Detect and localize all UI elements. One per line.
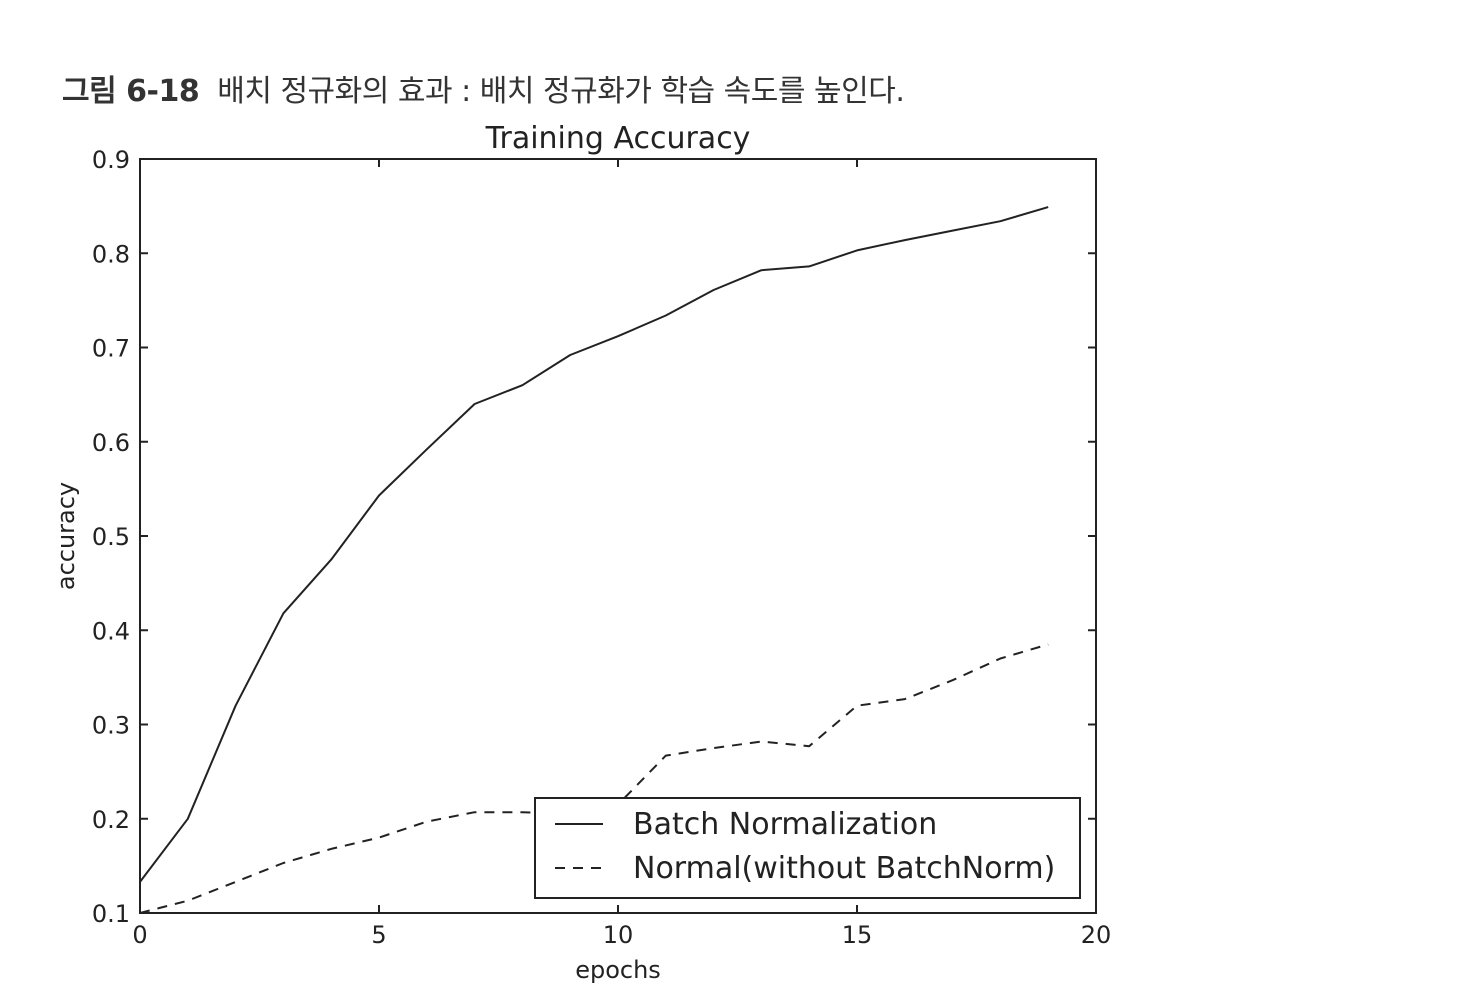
- y-tick-label: 0.5: [92, 523, 130, 551]
- y-tick-label: 0.1: [92, 900, 130, 928]
- y-axis: 0.1 0.2 0.3 0.4 0.5 0.6 0.7 0.8 0.9: [92, 146, 1096, 928]
- x-tick-label: 10: [603, 921, 634, 949]
- y-tick-label: 0.6: [92, 429, 130, 457]
- y-tick-label: 0.8: [92, 240, 130, 268]
- legend: Batch Normalization Normal(without Batch…: [534, 797, 1081, 899]
- y-tick-label: 0.7: [92, 335, 130, 363]
- y-tick-label: 0.3: [92, 712, 130, 740]
- x-tick-label: 20: [1081, 921, 1112, 949]
- y-tick-label: 0.9: [92, 146, 130, 174]
- x-tick-label: 0: [132, 921, 147, 949]
- y-tick-label: 0.4: [92, 617, 130, 645]
- chart-title: Training Accuracy: [485, 121, 751, 156]
- figure-caption: 그림 6-18 배치 정규화의 효과 : 배치 정규화가 학습 속도를 높인다.: [62, 66, 905, 110]
- figure-number: 그림 6-18: [62, 74, 200, 109]
- y-axis-label: accuracy: [52, 482, 80, 590]
- y-tick-label: 0.2: [92, 806, 130, 834]
- x-tick-label: 15: [842, 921, 873, 949]
- series-line-batch-normalization: [139, 206, 1049, 883]
- legend-label-batch-normalization: Batch Normalization: [633, 807, 937, 842]
- legend-box: [534, 797, 1081, 899]
- x-axis: 0 5 10 15 20: [132, 159, 1111, 949]
- x-tick-label: 5: [371, 921, 386, 949]
- figure-description: 배치 정규화의 효과 : 배치 정규화가 학습 속도를 높인다.: [217, 74, 905, 109]
- legend-label-normal-without-batchnorm: Normal(without BatchNorm): [633, 851, 1055, 886]
- x-axis-label: epochs: [575, 956, 661, 984]
